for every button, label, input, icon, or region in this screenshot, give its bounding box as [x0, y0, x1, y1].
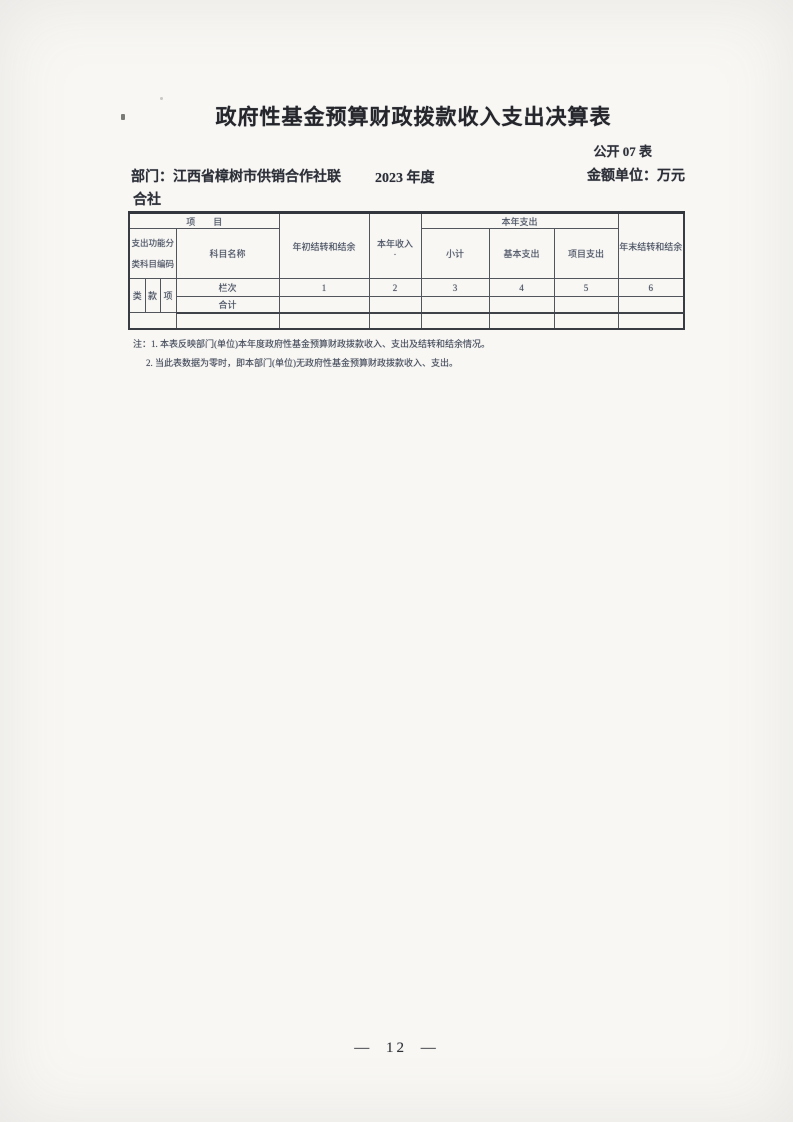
empty-cell-2	[368, 312, 422, 329]
header-end-balance: 年末结转和结余	[617, 212, 685, 279]
page-number: — 12 —	[354, 1040, 439, 1056]
budget-table: 项 目 年初结转和结余 本年收入 . 本年支出 年末结转和结余 支出功能分 类科…	[128, 211, 686, 330]
header-year-income: 本年收入 .	[368, 212, 422, 279]
note-1: 注：1. 本表反映部门(单位)本年度政府性基金预算财政拨款收入、支出及结转和结余…	[133, 339, 490, 349]
footnotes: 注：1. 本表反映部门(单位)本年度政府性基金预算财政拨款收入、支出及结转和结余…	[133, 335, 490, 372]
header-code-category: 类	[128, 278, 146, 313]
empty-subject-cell	[175, 312, 280, 329]
column-number-3: 3	[420, 278, 490, 297]
header-begin-balance: 年初结转和结余	[278, 212, 370, 279]
department-label-wrap: 合社	[133, 193, 161, 208]
header-function-code: 支出功能分 类科目编码	[128, 228, 177, 279]
column-number-5: 5	[553, 278, 619, 297]
page-title: 政府性基金预算财政拨款收入支出决算表	[215, 106, 612, 129]
header-code-item: 款	[144, 278, 161, 313]
empty-cell-1	[278, 312, 370, 329]
fiscal-year-label: 2023 年度	[375, 171, 435, 186]
header-project-expense: 项目支出	[553, 228, 619, 279]
note-2: 2. 当此表数据为零时，即本部门(单位)无政府性基金预算财政拨款收入、支出。	[146, 357, 458, 368]
header-function-code-line1: 支出功能分	[131, 237, 174, 248]
column-number-1: 1	[278, 278, 370, 297]
header-column-label: 栏次	[175, 278, 280, 297]
department-label: 部门：江西省樟树市供销合作社联	[131, 170, 341, 185]
header-subject-name: 科目名称	[175, 228, 280, 279]
header-year-income-label: 本年收入	[377, 239, 414, 249]
total-cell-1	[278, 296, 370, 314]
column-number-4: 4	[488, 278, 555, 297]
total-row-label: 合计	[175, 296, 280, 314]
total-cell-4	[488, 296, 555, 314]
table-row-total: 合计	[129, 296, 685, 314]
scan-artifact-dot	[160, 97, 163, 100]
column-number-2: 2	[368, 278, 422, 297]
header-code-subitem: 项	[159, 278, 177, 313]
total-cell-6	[617, 296, 685, 314]
header-basic-expense: 基本支出	[488, 228, 555, 279]
header-project: 项 目	[128, 212, 280, 229]
empty-cell-3	[420, 312, 490, 329]
empty-cell-4	[488, 312, 555, 329]
header-subtotal: 小计	[420, 228, 490, 279]
scan-artifact-speck	[121, 114, 125, 120]
scan-dot-mark: .	[393, 247, 397, 257]
total-cell-2	[368, 296, 422, 314]
column-number-6: 6	[617, 278, 685, 297]
empty-cell-6	[617, 312, 685, 329]
form-number-label: 公开 07 表	[593, 144, 652, 159]
amount-unit-label: 金额单位：万元	[587, 169, 685, 184]
total-cell-5	[553, 296, 619, 314]
total-cell-3	[420, 296, 490, 314]
table-row-empty	[128, 312, 685, 329]
header-year-expense: 本年支出	[420, 212, 619, 229]
empty-code-cell	[128, 312, 177, 329]
header-function-code-line2: 类科目编码	[131, 258, 174, 269]
empty-cell-5	[553, 312, 619, 329]
